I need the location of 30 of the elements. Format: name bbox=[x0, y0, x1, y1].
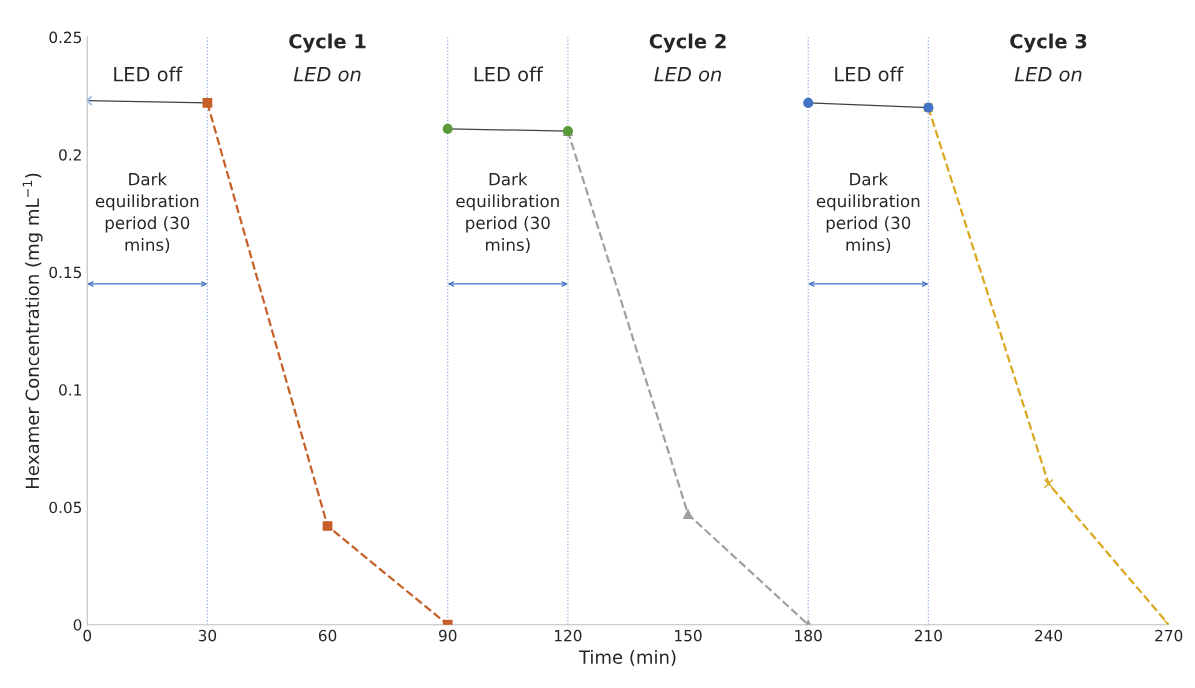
annotation: LED on bbox=[654, 67, 721, 82]
x-tick-label: 210 bbox=[914, 629, 942, 642]
y-axis-title: Hexamer Concentration (mg mL$^{−1}$) bbox=[22, 173, 43, 488]
annotation: LED off bbox=[835, 66, 904, 82]
y-tick-label: 0.2 bbox=[59, 149, 81, 161]
x-tick-label: 30 bbox=[198, 629, 217, 642]
y-tick-label: 0.15 bbox=[49, 266, 82, 279]
x-tick-label: 90 bbox=[438, 629, 457, 642]
annotation: LED on bbox=[293, 67, 361, 82]
y-tick-label: 0.05 bbox=[49, 501, 82, 514]
x-tick-label: 270 bbox=[1155, 629, 1183, 642]
annotation: Cycle 3 bbox=[1010, 33, 1087, 53]
y-tick-label: 0.1 bbox=[59, 384, 81, 396]
annotation: Dark equilibration period (30 mins) bbox=[95, 172, 199, 253]
annotation: LED off bbox=[114, 66, 183, 82]
x-tick-label: 0 bbox=[83, 629, 92, 642]
x-tick-label: 150 bbox=[675, 629, 702, 642]
annotation: Cycle 1 bbox=[289, 33, 366, 53]
x-axis-title: Time (min) bbox=[578, 649, 676, 667]
annotation: LED off bbox=[474, 66, 544, 82]
y-tick-label: 0.25 bbox=[49, 31, 82, 44]
x-tick-label: 60 bbox=[318, 629, 337, 642]
annotation: LED on bbox=[1014, 67, 1082, 82]
annotation: Cycle 2 bbox=[649, 33, 726, 53]
annotation: Dark equilibration period (30 mins) bbox=[816, 172, 920, 253]
x-tick-label: 240 bbox=[1035, 629, 1063, 642]
x-tick-label: 120 bbox=[554, 629, 582, 642]
annotation: Dark equilibration period (30 mins) bbox=[456, 172, 559, 253]
y-tick-label: 0 bbox=[73, 619, 82, 631]
x-tick-label: 180 bbox=[795, 629, 822, 642]
